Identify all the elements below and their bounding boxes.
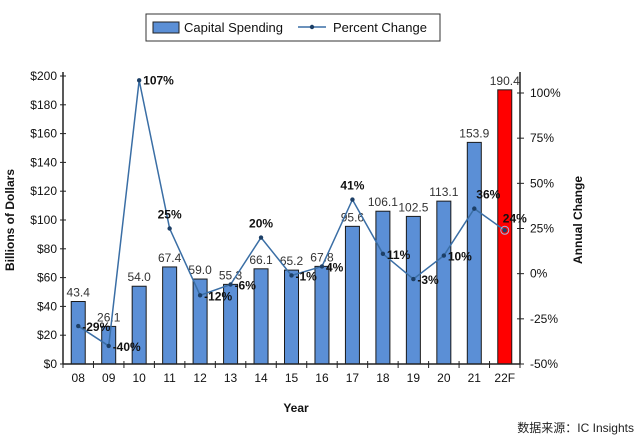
point-20 — [441, 253, 447, 258]
point-highlight-ring — [500, 225, 510, 235]
x-tick-label: 18 — [376, 371, 390, 385]
y-tick-label: $160 — [30, 127, 57, 141]
percent-label-21: 36% — [476, 188, 500, 202]
x-tick-label: 13 — [224, 371, 238, 385]
percent-label-08: -29% — [82, 320, 110, 334]
x-tick-label: 11 — [163, 371, 176, 385]
point-19 — [411, 276, 416, 282]
point-12 — [197, 293, 203, 298]
percent-label-12: -12% — [204, 289, 232, 303]
percent-label-09: -40% — [113, 340, 141, 354]
y2-tick-label: -50% — [530, 357, 558, 371]
percent-label-15: -1% — [296, 269, 318, 283]
point-17 — [350, 197, 355, 202]
bar-label-15: 65.2 — [280, 254, 304, 268]
bar-20 — [436, 200, 452, 365]
bar-label-08: 43.4 — [67, 286, 91, 300]
point-22F — [502, 228, 507, 233]
x-axis-title: Year — [283, 401, 309, 415]
x-tick-label: 16 — [315, 371, 329, 385]
y-tick-label: $20 — [37, 328, 57, 342]
bar-label-21: 153.9 — [459, 126, 489, 140]
y-tick-label: $200 — [30, 69, 57, 83]
point-13 — [228, 282, 233, 287]
y2-tick-label: -25% — [530, 312, 558, 326]
legend: Capital Spending Percent Change — [145, 13, 441, 42]
x-tick-label: 12 — [193, 371, 207, 385]
y-tick-label: $120 — [30, 184, 57, 198]
x-tick-label: 19 — [407, 371, 421, 385]
percent-label-16: 4% — [326, 260, 344, 274]
bar-17 — [344, 225, 360, 365]
legend-bar-label: Capital Spending — [184, 20, 283, 35]
y-tick-label: $80 — [37, 242, 57, 256]
y2-tick-label: 100% — [530, 86, 561, 100]
percent-label-14: 20% — [249, 217, 273, 231]
bar-label-13: 55.3 — [219, 268, 243, 282]
point-18 — [380, 251, 386, 256]
bar-11 — [162, 266, 178, 365]
y2-tick-label: 25% — [530, 222, 554, 236]
bar-16 — [314, 265, 330, 365]
bar-label-12: 59.0 — [188, 263, 212, 277]
percent-label-13: -6% — [235, 279, 257, 293]
point-21 — [472, 206, 477, 211]
bar-label-22F: 190.4 — [490, 74, 520, 88]
y-tick-label: $40 — [37, 299, 57, 313]
bar-19 — [405, 215, 421, 365]
point-16 — [319, 264, 325, 269]
legend-line-marker — [309, 24, 315, 30]
y2-tick-label: 0% — [530, 267, 548, 281]
percent-label-11: 25% — [158, 208, 182, 222]
bar-label-18: 106.1 — [368, 195, 398, 209]
x-tick-label: 21 — [468, 371, 482, 385]
percent-label-17: 41% — [340, 179, 364, 193]
y-tick-label: $180 — [30, 98, 57, 112]
y-tick-label: $60 — [37, 271, 57, 285]
percent-label-10: 107% — [143, 73, 174, 87]
point-11 — [167, 226, 172, 231]
legend-bar-swatch — [152, 21, 180, 34]
percent-label-22F: 24% — [503, 211, 527, 225]
x-tick-label: 15 — [285, 371, 299, 385]
bar-18 — [375, 210, 391, 365]
percent-label-18: 11% — [387, 248, 411, 262]
x-tick-label: 20 — [437, 371, 451, 385]
point-09 — [106, 343, 111, 349]
bar-label-11: 67.4 — [158, 251, 182, 265]
bar-14 — [253, 268, 269, 365]
point-15 — [289, 273, 294, 278]
x-tick-label: 14 — [254, 371, 268, 385]
point-08 — [76, 323, 81, 329]
bar-label-19: 102.5 — [398, 200, 428, 214]
x-tick-label: 08 — [72, 371, 86, 385]
bar-15 — [284, 269, 299, 365]
percent-label-20: 10% — [448, 250, 472, 264]
x-tick-label: 22F — [494, 371, 515, 385]
source-note: 数据来源：IC Insights — [517, 420, 634, 435]
bar-label-10: 54.0 — [127, 270, 151, 284]
legend-line-label: Percent Change — [333, 20, 427, 35]
percent-label-19: -3% — [417, 273, 439, 287]
y-axis-title: Billions of Dollars — [3, 169, 17, 271]
bar-label-14: 66.1 — [249, 253, 273, 267]
x-tick-label: 09 — [102, 371, 116, 385]
point-10 — [136, 78, 142, 83]
bar-label-09: 26.1 — [97, 310, 121, 324]
y-tick-label: $0 — [44, 357, 58, 371]
y2-tick-label: 50% — [530, 176, 554, 190]
y2-axis-title: Annual Change — [571, 176, 585, 264]
x-tick-label: 17 — [346, 371, 360, 385]
bar-label-20: 113.1 — [429, 185, 458, 199]
y2-tick-label: 75% — [530, 131, 554, 145]
point-14 — [258, 235, 264, 240]
y-tick-label: $100 — [30, 213, 57, 227]
x-tick-label: 10 — [132, 371, 146, 385]
y-tick-label: $140 — [30, 155, 57, 169]
